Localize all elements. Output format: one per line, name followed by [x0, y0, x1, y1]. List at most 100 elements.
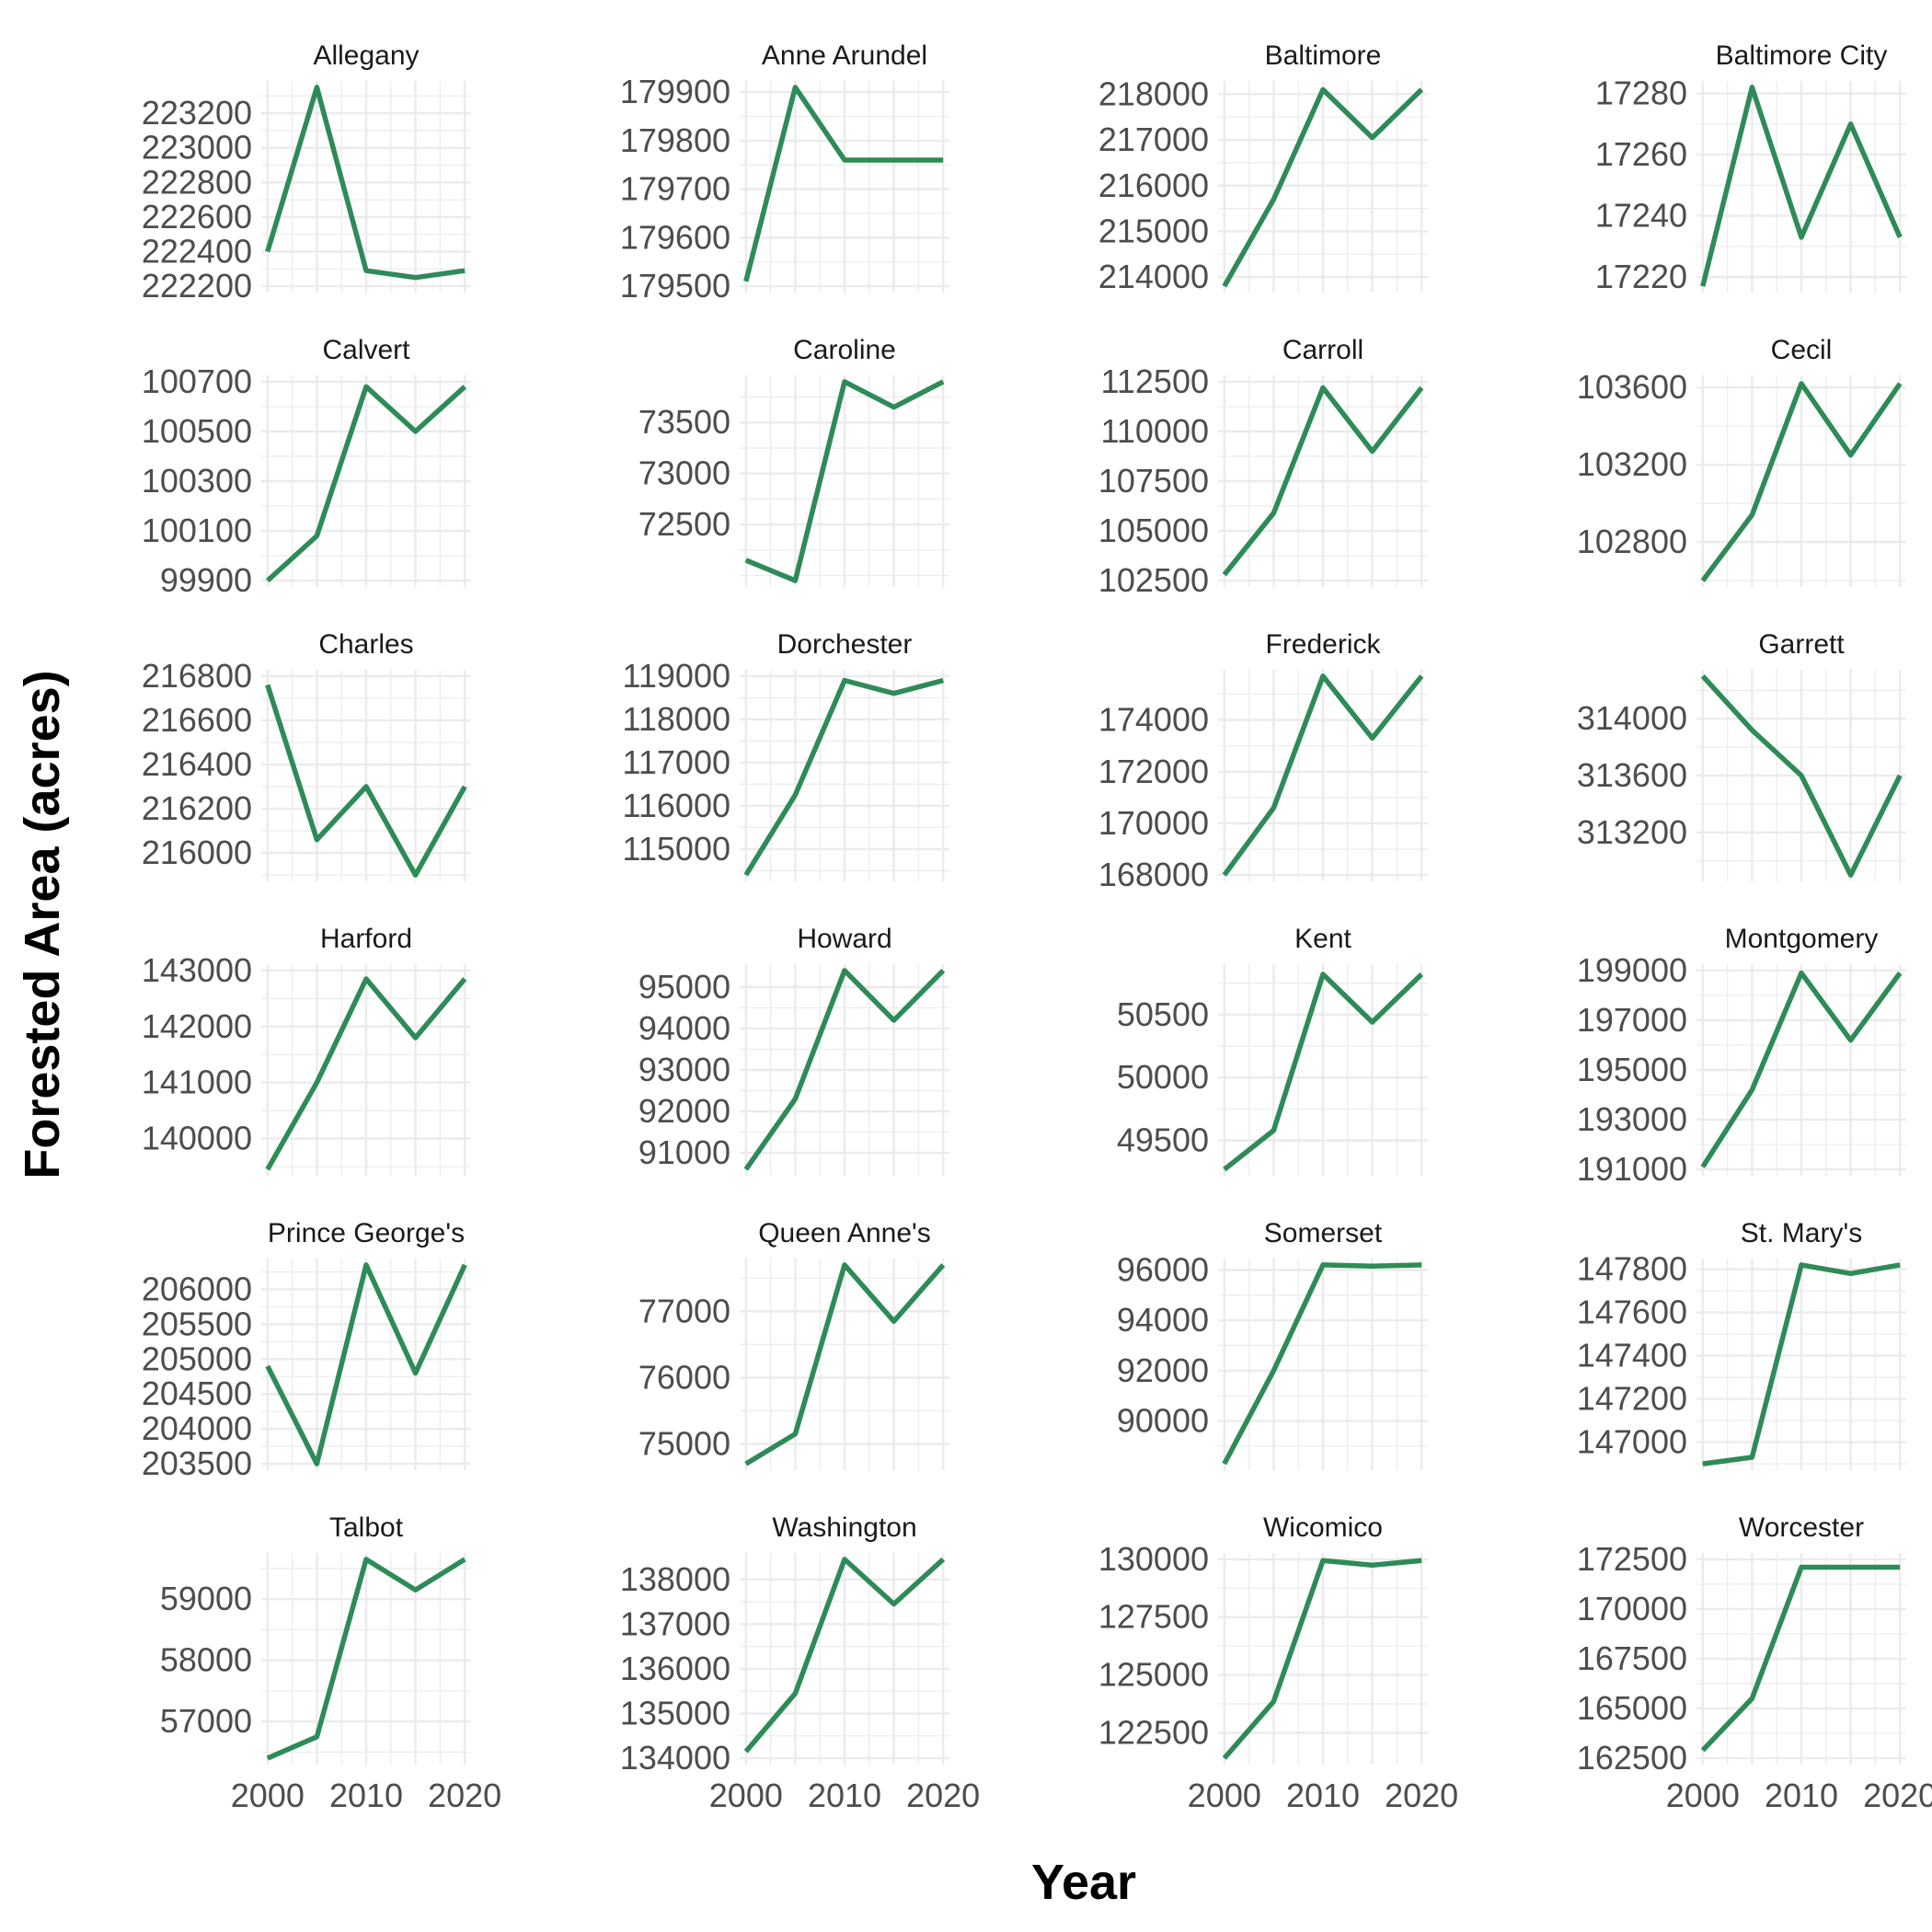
facet-panel: St. Mary's 147000 147200 147400 147600 147800 — [1577, 1218, 1906, 1470]
series-line — [743, 1557, 946, 1754]
y-tick-label: 17280 — [1595, 75, 1687, 112]
series-line — [1700, 674, 1903, 878]
x-tick-label: 2020 — [906, 1777, 980, 1814]
y-tick-label: 141000 — [142, 1064, 252, 1101]
facet-panel: Charles 216000 216200 216400 216600 216800 — [142, 629, 471, 881]
series-line — [744, 379, 945, 583]
y-tick-label: 50000 — [1117, 1058, 1209, 1096]
series-line — [266, 1557, 466, 1761]
y-tick-label: 222400 — [142, 233, 252, 270]
x-tick-label: 2010 — [1765, 1777, 1838, 1814]
y-tick-label: 205000 — [142, 1340, 252, 1377]
y-tick-label: 94000 — [638, 1009, 730, 1047]
y-tick-label: 59000 — [160, 1580, 252, 1617]
y-tick-label: 72500 — [638, 505, 730, 543]
series-line — [743, 968, 946, 1171]
y-tick-label: 96000 — [1117, 1250, 1209, 1288]
y-tick-label: 197000 — [1577, 1001, 1687, 1039]
y-tick-label: 199000 — [1577, 951, 1687, 989]
panel-title: Montgomery — [1725, 924, 1879, 954]
y-tick-label: 222600 — [142, 198, 252, 236]
panel-title: Baltimore City — [1716, 40, 1888, 71]
y-tick-label: 179700 — [620, 170, 730, 208]
y-tick-label: 107500 — [1098, 462, 1209, 500]
y-tick-label: 117000 — [623, 743, 730, 781]
series-line — [1700, 970, 1903, 1168]
facet-panel: Somerset 90000 92000 94000 96000 — [1117, 1218, 1428, 1470]
panel-title: Washington — [772, 1512, 916, 1543]
y-tick-label: 92000 — [1117, 1351, 1209, 1389]
y-tick-label: 100500 — [142, 412, 252, 450]
y-tick-label: 99900 — [160, 561, 252, 599]
y-tick-label: 93000 — [638, 1051, 730, 1088]
y-tick-label: 216000 — [1098, 167, 1209, 204]
y-tick-label: 147000 — [1577, 1423, 1687, 1461]
y-tick-label: 174000 — [1098, 701, 1209, 739]
series-line — [265, 976, 467, 1171]
y-tick-label: 73000 — [638, 454, 730, 492]
series-line — [265, 85, 466, 281]
y-tick-label: 105000 — [1098, 512, 1209, 549]
series-line — [1702, 1262, 1901, 1466]
y-tick-label: 110000 — [1101, 412, 1209, 450]
panel-title: Somerset — [1264, 1218, 1383, 1248]
y-tick-label: 76000 — [638, 1358, 730, 1396]
y-tick-label: 95000 — [638, 968, 730, 1006]
facet-panel: Baltimore City 17220 17240 17260 17280 — [1595, 40, 1906, 295]
y-tick-label: 17240 — [1595, 197, 1687, 235]
y-tick-label: 134000 — [620, 1739, 730, 1777]
x-axis-title: Year — [1031, 1855, 1136, 1910]
x-tick-label: 2000 — [231, 1777, 305, 1814]
y-tick-label: 103600 — [1577, 368, 1687, 406]
y-tick-label: 314000 — [1577, 699, 1687, 737]
y-tick-label: 77000 — [638, 1292, 730, 1329]
y-tick-label: 193000 — [1577, 1100, 1687, 1138]
series-line — [743, 677, 944, 877]
series-line — [744, 1262, 946, 1466]
y-tick-label: 222800 — [142, 163, 252, 201]
y-tick-label: 179800 — [620, 121, 730, 159]
y-tick-label: 138000 — [620, 1560, 730, 1598]
y-tick-label: 115000 — [623, 830, 730, 868]
y-axis-title: Forested Area (acres) — [15, 670, 70, 1179]
panel-title: Caroline — [793, 335, 896, 365]
x-tick-label: 2000 — [1188, 1777, 1261, 1814]
panel-title: Carroll — [1282, 335, 1363, 365]
y-tick-label: 204000 — [142, 1409, 252, 1447]
y-tick-label: 179500 — [620, 267, 730, 305]
y-tick-label: 100700 — [142, 362, 252, 400]
y-tick-label: 170000 — [1098, 804, 1209, 842]
y-tick-label: 112500 — [1101, 362, 1209, 400]
y-tick-label: 137000 — [620, 1604, 730, 1642]
facet-panel: Anne Arundel 179500 179600 179700 179800 1799… — [620, 40, 949, 305]
facet-panel: Cecil 102800 103200 103600 — [1577, 335, 1906, 587]
y-tick-label: 167500 — [1577, 1639, 1687, 1677]
panel-title: Baltimore — [1265, 40, 1382, 71]
facet-panel: Garrett 313200 313600 314000 — [1577, 629, 1906, 881]
y-tick-label: 92000 — [638, 1092, 730, 1130]
series-line — [265, 684, 467, 878]
y-tick-label: 50500 — [1117, 995, 1209, 1033]
y-tick-label: 127500 — [1098, 1598, 1209, 1636]
y-tick-label: 313600 — [1577, 756, 1687, 794]
facet-panel: Washington 134000 135000 136000 137000 138000… — [620, 1512, 980, 1814]
y-tick-label: 215000 — [1098, 212, 1209, 249]
y-tick-label: 102500 — [1098, 561, 1209, 599]
x-tick-label: 2000 — [709, 1777, 783, 1814]
y-tick-label: 203500 — [142, 1444, 252, 1482]
series-line — [1700, 1564, 1901, 1753]
panel-title: Worcester — [1739, 1512, 1864, 1543]
series-line — [1223, 972, 1424, 1172]
panel-title: Calvert — [322, 335, 410, 365]
y-tick-label: 118000 — [623, 700, 730, 738]
y-tick-label: 147200 — [1577, 1380, 1687, 1418]
y-tick-label: 116000 — [623, 787, 730, 824]
y-tick-label: 216800 — [142, 657, 252, 695]
x-tick-label: 2010 — [1286, 1777, 1360, 1814]
facet-panel: Kent 49500 50000 50500 — [1117, 924, 1428, 1176]
y-tick-label: 102800 — [1577, 523, 1687, 560]
y-tick-label: 119000 — [623, 657, 730, 695]
facet-panel: Baltimore 214000 215000 216000 217000 218000 — [1098, 40, 1428, 295]
y-tick-label: 170000 — [1577, 1590, 1687, 1627]
y-tick-label: 125000 — [1098, 1656, 1209, 1694]
